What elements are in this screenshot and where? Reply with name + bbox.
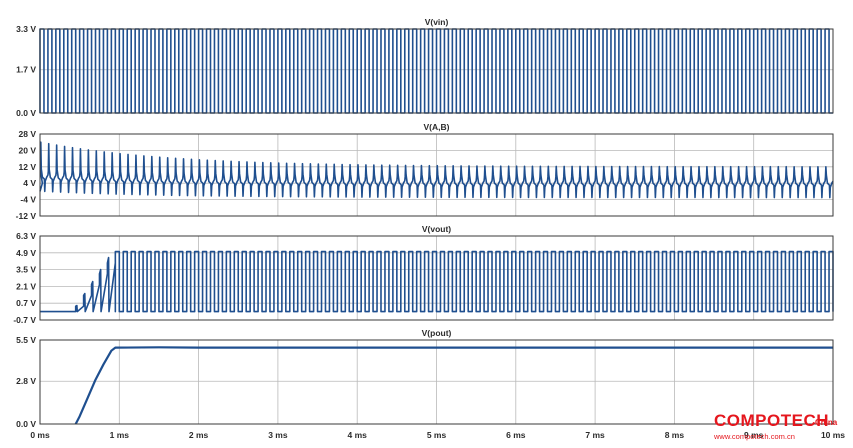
x-axis: 0 ms 1 ms 2 ms 3 ms 4 ms 5 ms 6 ms 7 ms 8 ms 9 ms…	[30, 430, 845, 440]
y-tick-label: 2.1 V	[16, 281, 36, 291]
y-tick-label: 28 V	[19, 129, 37, 139]
x-tick-label: 9 ms	[744, 430, 764, 440]
x-tick-label: 5 ms	[427, 430, 447, 440]
panel-frame	[39, 133, 834, 217]
panels-group: V(vin) 3.3 V 1.7 V 0.0 V V(A,B) 28 V 20 V 12 V 4…	[13, 17, 834, 429]
panel-2: V(A,B) 28 V 20 V 12 V 4 V -4 V -12 V	[16, 122, 834, 221]
watermark-brand: COMPOTECH	[714, 411, 829, 430]
y-tick-label: 2.8 V	[16, 376, 36, 386]
watermark-url: www.compotech.com.cn	[713, 432, 795, 441]
y-tick-label: 3.5 V	[16, 265, 36, 275]
y-tick-label: 5.5 V	[16, 335, 36, 345]
x-tick-label: 0 ms	[30, 430, 50, 440]
panel-title: V(pout)	[422, 328, 452, 338]
x-tick-label: 6 ms	[506, 430, 526, 440]
y-tick-label: 20 V	[19, 145, 37, 155]
trace-1	[39, 28, 833, 114]
y-tick-label: 4 V	[23, 178, 36, 188]
compotech-watermark: COMPOTECH China www.compotech.com.cn	[713, 411, 838, 441]
x-tick-label: 10 ms	[821, 430, 845, 440]
y-tick-label: 0.0 V	[16, 419, 36, 429]
panel-4: V(pout) 5.5 V 2.8 V 0.0 V	[16, 328, 834, 429]
panel-frame	[39, 235, 834, 321]
x-tick-label: 3 ms	[268, 430, 288, 440]
y-tick-label: 6.3 V	[16, 231, 36, 241]
panel-frame	[39, 28, 834, 114]
trace-2	[39, 141, 834, 199]
y-tick-label: 0.0 V	[16, 108, 36, 118]
x-tick-label: 8 ms	[665, 430, 685, 440]
trace-3	[40, 250, 834, 313]
panel-title: V(vin)	[425, 17, 449, 27]
y-tick-label: 4.9 V	[16, 248, 36, 258]
x-tick-label: 4 ms	[348, 430, 368, 440]
panel-3: V(vout) 6.3 V 4.9 V 3.5 V 2.1 V 0.7 V -0.7 V	[13, 224, 834, 325]
x-tick-label: 1 ms	[110, 430, 130, 440]
y-tick-label: 1.7 V	[16, 65, 36, 75]
trace-4	[74, 346, 833, 425]
x-tick-label: 7 ms	[585, 430, 605, 440]
y-tick-label: -4 V	[20, 195, 36, 205]
y-tick-label: 0.7 V	[16, 298, 36, 308]
y-tick-label: -0.7 V	[13, 315, 36, 325]
panel-1: V(vin) 3.3 V 1.7 V 0.0 V	[16, 17, 834, 118]
panel-frame	[39, 339, 834, 425]
watermark-region: China	[815, 418, 838, 427]
panel-title: V(A,B)	[424, 122, 450, 132]
x-tick-label: 2 ms	[189, 430, 209, 440]
panel-title: V(vout)	[422, 224, 451, 234]
y-tick-label: 3.3 V	[16, 24, 36, 34]
y-tick-label: -12 V	[16, 211, 37, 221]
y-tick-label: 12 V	[19, 162, 37, 172]
